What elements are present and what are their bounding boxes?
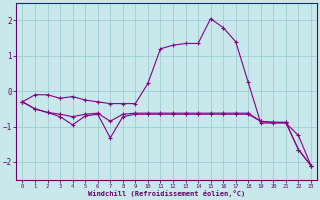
X-axis label: Windchill (Refroidissement éolien,°C): Windchill (Refroidissement éolien,°C) [88,190,245,197]
